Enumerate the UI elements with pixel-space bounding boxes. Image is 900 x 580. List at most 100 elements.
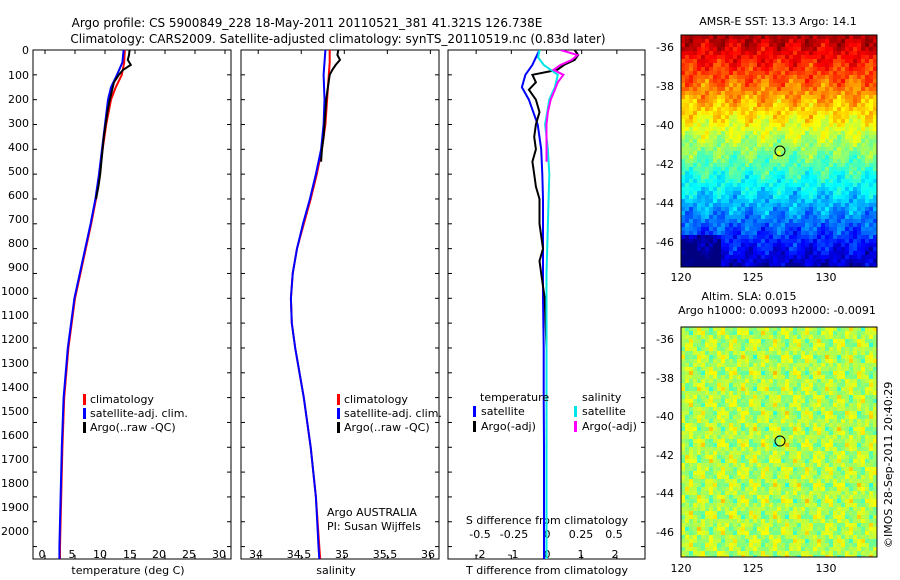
sst-cell [785, 107, 789, 111]
sla-cell [785, 411, 789, 415]
sst-cell [825, 107, 829, 111]
sla-cell [733, 427, 737, 431]
sst-cell [701, 139, 705, 143]
sst-cell [725, 43, 729, 47]
sst-cell [709, 115, 713, 119]
sst-cell [777, 67, 781, 71]
sla-cell [761, 415, 765, 419]
sst-cell [749, 131, 753, 135]
sst-cell [717, 203, 721, 207]
sst-cell [781, 235, 785, 239]
sla-cell [729, 451, 733, 455]
sst-cell [709, 75, 713, 79]
sst-cell [749, 171, 753, 175]
sla-cell [713, 367, 717, 371]
sst-cell [701, 175, 705, 179]
sla-cell [689, 327, 693, 331]
sst-cell [777, 91, 781, 95]
sla-cell [801, 463, 805, 467]
sst-cell [781, 191, 785, 195]
sla-cell [817, 387, 821, 391]
sst-cell [845, 151, 849, 155]
sst-cell [753, 63, 757, 67]
sst-cell [693, 211, 697, 215]
sla-cell [829, 463, 833, 467]
sst-cell [753, 119, 757, 123]
sla-cell [793, 383, 797, 387]
sla-cell [837, 455, 841, 459]
sla-cell [729, 475, 733, 479]
sst-cell [689, 159, 693, 163]
sst-cell [837, 207, 841, 211]
sst-cell [685, 159, 689, 163]
sst-cell [737, 171, 741, 175]
sla-cell [769, 359, 773, 363]
sst-cell [777, 187, 781, 191]
sla-cell [829, 459, 833, 463]
sla-cell [745, 347, 749, 351]
sla-cell [769, 347, 773, 351]
sla-cell [833, 459, 837, 463]
sst-cell [773, 99, 777, 103]
sst-cell [857, 115, 861, 119]
sst-cell [785, 171, 789, 175]
sst-cell [737, 227, 741, 231]
sst-cell [729, 127, 733, 131]
sla-cell [745, 455, 749, 459]
sst-cell [817, 259, 821, 263]
sla-cell [797, 467, 801, 471]
sla-cell [817, 335, 821, 339]
sst-cell [737, 59, 741, 63]
sst-cell [741, 95, 745, 99]
sst-cell [693, 99, 697, 103]
sst-cell [773, 167, 777, 171]
sla-cell [749, 431, 753, 435]
sla-cell [697, 435, 701, 439]
sst-cell [685, 63, 689, 67]
sst-cell [741, 227, 745, 231]
sst-cell [765, 239, 769, 243]
sla-cell [797, 475, 801, 479]
sst-cell [861, 107, 865, 111]
sst-cell [717, 227, 721, 231]
sst-cell [729, 35, 733, 39]
sst-cell [705, 123, 709, 127]
sst-cell [749, 107, 753, 111]
sla-cell [717, 327, 721, 331]
sst-cell [857, 79, 861, 83]
sla-cell [821, 459, 825, 463]
sst-cell [693, 147, 697, 151]
sst-cell [861, 95, 865, 99]
sst-cell [713, 183, 717, 187]
sla-cell [825, 351, 829, 355]
sla-cell [773, 419, 777, 423]
sst-cell [761, 51, 765, 55]
sla-cell [793, 351, 797, 355]
sst-cell [689, 39, 693, 43]
sst-cell [789, 67, 793, 71]
sst-cell [805, 143, 809, 147]
sla-cell [805, 383, 809, 387]
sst-cell [841, 95, 845, 99]
sst-cell [721, 63, 725, 67]
sst-cell [781, 39, 785, 43]
sst-cell [717, 51, 721, 55]
sst-cell [857, 175, 861, 179]
sst-cell [825, 231, 829, 235]
sst-cell [849, 159, 853, 163]
sst-cell [809, 99, 813, 103]
sst-cell [837, 99, 841, 103]
sst-cell [753, 59, 757, 63]
sla-cell [693, 339, 697, 343]
sst-cell [777, 175, 781, 179]
sst-cell [813, 91, 817, 95]
sst-cell [685, 199, 689, 203]
sla-cell [849, 411, 853, 415]
sst-cell [841, 171, 845, 175]
sst-cell [729, 159, 733, 163]
sst-cell [797, 259, 801, 263]
sla-cell [741, 347, 745, 351]
sst-cell [817, 179, 821, 183]
sst-cell [809, 155, 813, 159]
sst-cell [793, 243, 797, 247]
